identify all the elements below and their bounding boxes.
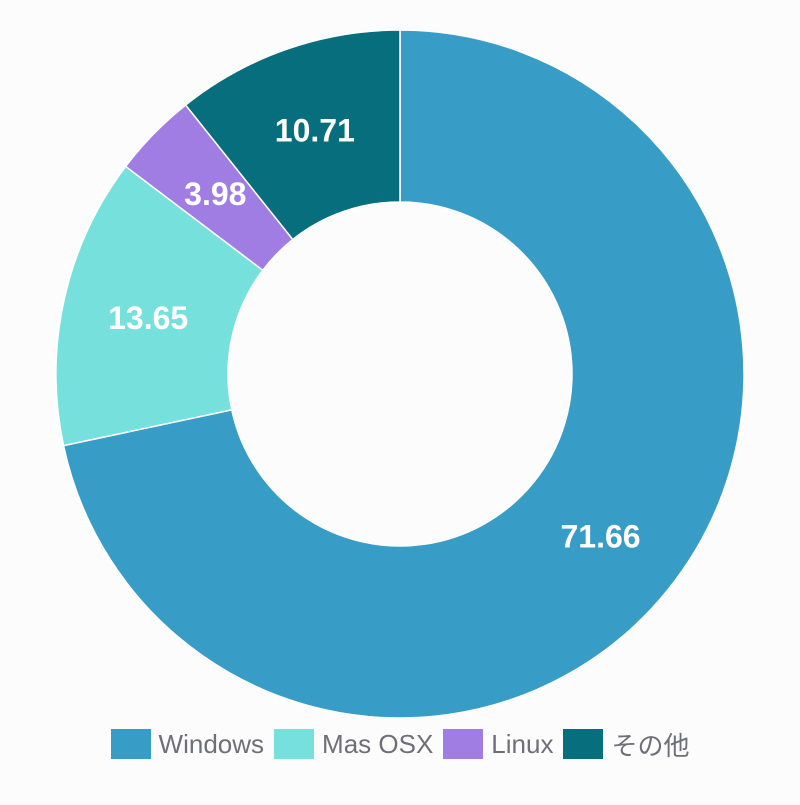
slice-value-label: 71.66	[560, 518, 640, 554]
slice-value-label: 13.65	[108, 300, 188, 336]
legend-item[interactable]: その他	[563, 726, 689, 763]
legend-item[interactable]: Mas OSX	[274, 729, 433, 760]
legend-label: Mas OSX	[322, 728, 434, 759]
chart-slices	[55, 29, 745, 719]
slice-category-3[interactable]	[184, 29, 401, 241]
slice-windows[interactable]	[62, 29, 745, 719]
legend-item[interactable]: Linux	[443, 729, 553, 760]
legend-swatch	[274, 729, 315, 759]
chart-legend: Windows Mas OSX Linux その他	[0, 722, 800, 766]
slice-mas-osx[interactable]	[55, 165, 264, 447]
legend-swatch	[443, 729, 484, 759]
legend-label: Windows	[158, 728, 265, 759]
legend-label: その他	[611, 730, 690, 761]
legend-swatch	[110, 729, 151, 759]
chart-slice-labels: 71.66 13.65 3.98 10.71	[108, 112, 640, 554]
slice-value-label: 3.98	[184, 176, 246, 212]
legend-item[interactable]: Windows	[110, 728, 265, 760]
slice-value-label: 10.71	[275, 112, 355, 148]
legend-swatch	[563, 729, 604, 759]
legend-label: Linux	[491, 728, 554, 759]
